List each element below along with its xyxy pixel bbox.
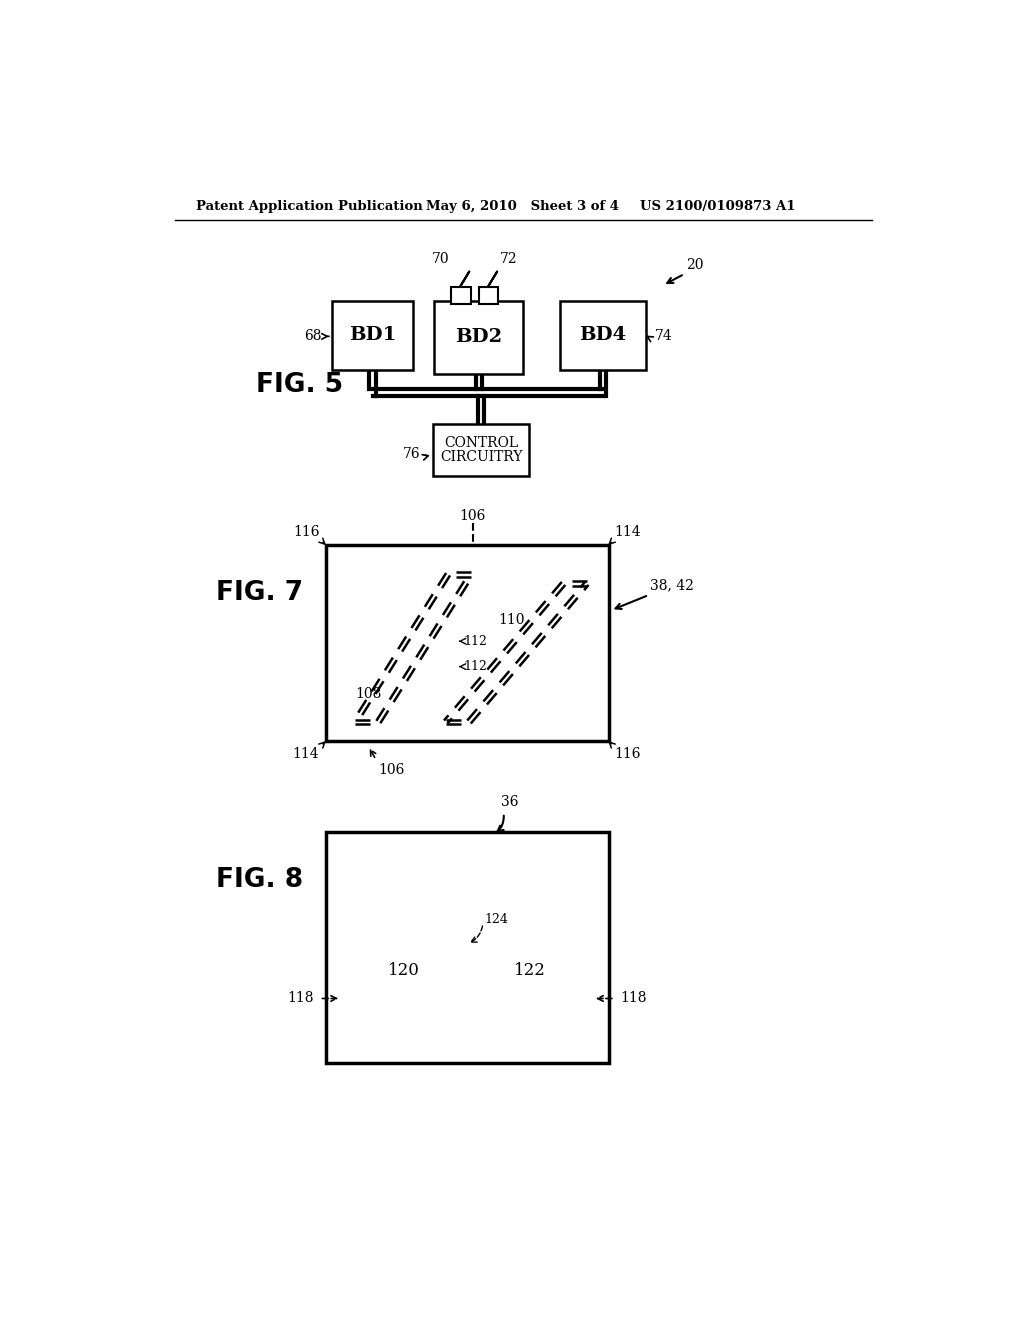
Bar xyxy=(432,424,529,477)
Bar xyxy=(340,846,595,1049)
Text: 118: 118 xyxy=(621,991,646,1006)
Bar xyxy=(326,545,608,742)
Text: 74: 74 xyxy=(655,329,673,342)
Text: May 6, 2010   Sheet 3 of 4: May 6, 2010 Sheet 3 of 4 xyxy=(426,199,620,213)
Text: 112: 112 xyxy=(464,635,487,648)
Text: 114: 114 xyxy=(293,747,319,762)
Text: 106: 106 xyxy=(378,763,404,777)
Text: CONTROL: CONTROL xyxy=(444,437,518,450)
Text: 36: 36 xyxy=(502,795,519,809)
Text: 118: 118 xyxy=(288,991,314,1006)
Text: 106: 106 xyxy=(460,510,486,524)
Text: 68: 68 xyxy=(304,329,322,342)
Text: 122: 122 xyxy=(514,962,546,978)
Text: 20: 20 xyxy=(686,259,703,272)
Text: Patent Application Publication: Patent Application Publication xyxy=(197,199,423,213)
Text: CIRCUITRY: CIRCUITRY xyxy=(439,450,522,465)
Bar xyxy=(434,301,523,374)
Text: BD2: BD2 xyxy=(455,329,502,346)
Text: FIG. 7: FIG. 7 xyxy=(216,581,303,606)
Bar xyxy=(479,286,499,304)
Text: 124: 124 xyxy=(484,913,508,925)
Bar xyxy=(560,301,646,370)
Text: BD1: BD1 xyxy=(349,326,396,345)
Bar xyxy=(452,286,471,304)
Bar xyxy=(326,832,608,1063)
Text: 70: 70 xyxy=(432,252,450,267)
Bar xyxy=(332,301,414,370)
Text: 116: 116 xyxy=(614,747,641,762)
Text: 38, 42: 38, 42 xyxy=(650,578,694,593)
Text: 108: 108 xyxy=(355,688,381,701)
Text: 110: 110 xyxy=(499,612,525,627)
Text: 72: 72 xyxy=(500,252,517,267)
Text: 114: 114 xyxy=(614,525,641,539)
Text: 116: 116 xyxy=(293,525,319,539)
Text: BD4: BD4 xyxy=(580,326,627,345)
Text: FIG. 8: FIG. 8 xyxy=(216,867,303,892)
Text: 120: 120 xyxy=(388,962,420,978)
Text: US 2100/0109873 A1: US 2100/0109873 A1 xyxy=(640,199,795,213)
Text: FIG. 5: FIG. 5 xyxy=(256,372,343,399)
Text: 112: 112 xyxy=(464,660,487,673)
Text: 76: 76 xyxy=(402,447,420,461)
